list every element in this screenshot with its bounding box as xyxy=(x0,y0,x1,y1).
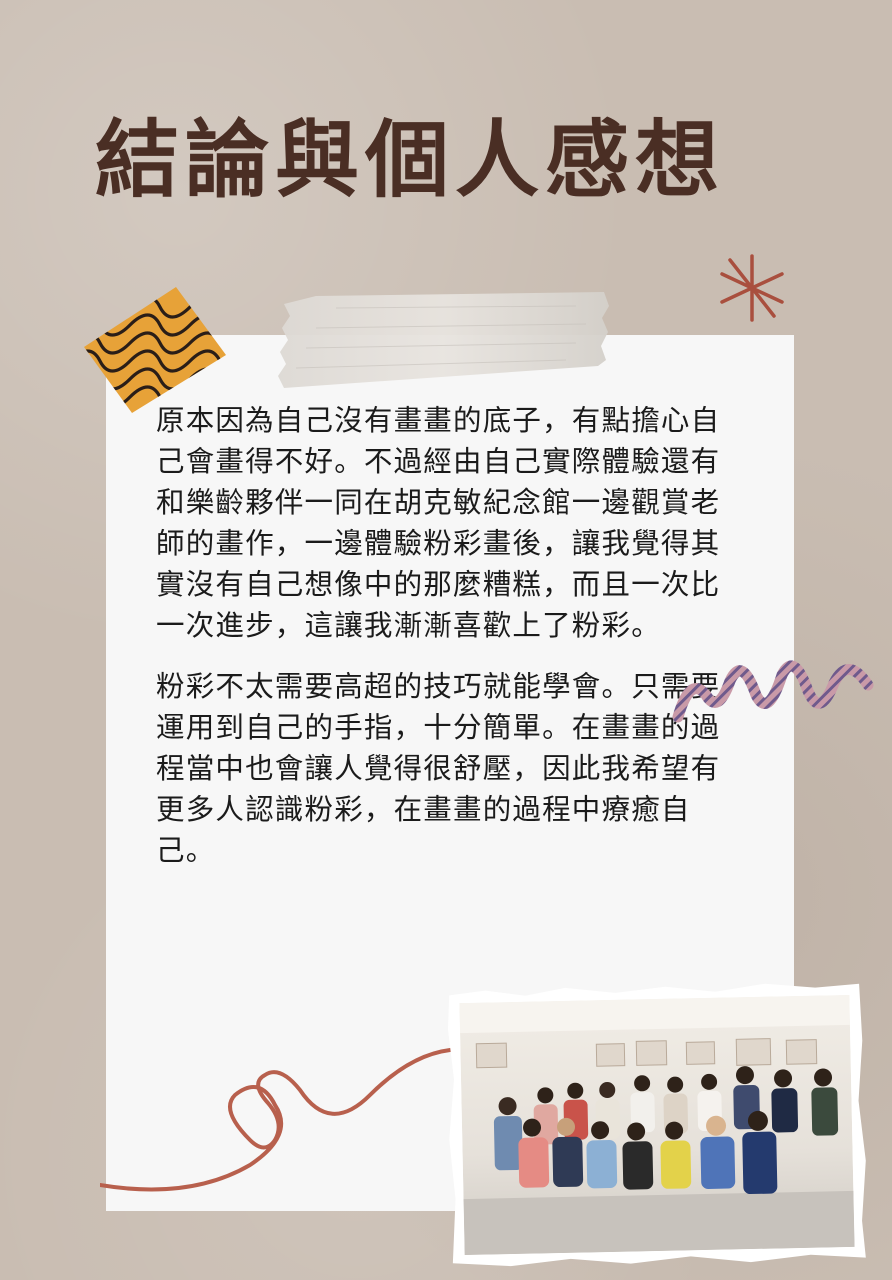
page-title: 結論與個人感想 xyxy=(95,110,726,209)
washi-tape xyxy=(278,292,609,388)
paragraph-1: 原本因為自己沒有畫畫的底子，有點擔心自己會畫得不好。不過經由自己實際體驗還有和樂… xyxy=(156,404,721,642)
zigzag-doodle xyxy=(672,660,874,723)
body-text: 原本因為自己沒有畫畫的底子，有點擔心自己會畫得不好。不過經由自己實際體驗還有和樂… xyxy=(156,400,746,871)
patterned-tape xyxy=(84,287,226,413)
heart-doodle xyxy=(100,1045,500,1192)
group-photo xyxy=(445,981,869,1270)
paragraph-2: 粉彩不太需要高超的技巧就能學會。只需要運用到自己的手指，十分簡單。在畫畫的過程當… xyxy=(156,670,721,867)
asterisk-icon xyxy=(720,254,784,322)
